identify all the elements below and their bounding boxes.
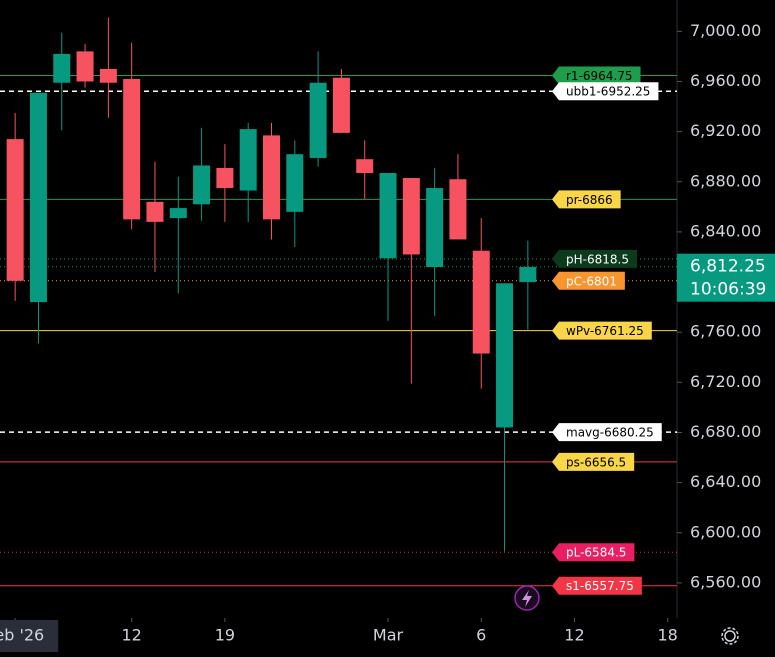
alert-icon[interactable] [514,585,540,611]
y-tick-label: 6,560.00 [690,572,761,591]
y-tick-label: 6,840.00 [690,221,761,240]
x-tick-label: 12 [121,626,141,645]
level-tag: pL-6584.5 [552,543,635,562]
candle-body [286,154,304,212]
level-tag-bg [552,423,662,442]
candle-body [449,179,467,240]
level-tag-bg [552,452,635,471]
y-tick-label: 6,600.00 [690,522,761,541]
level-tag-label: pr-6866 [566,193,613,207]
level-tag-bg [552,543,635,562]
level-tag: ps-6656.5 [552,452,635,471]
level-tag-label: wPv-6761.25 [566,324,644,338]
candle-body [356,159,374,173]
level-tag-label: pC-6801 [566,274,617,288]
plot [0,17,677,587]
candle-body [53,53,71,83]
candle-body [379,172,397,259]
x-tick-label: 12 [564,626,584,645]
level-tag-bg [552,249,637,268]
y-tick-label: 6,880.00 [690,171,761,190]
candle-body [239,129,257,191]
candle-body [216,167,234,189]
level-tag-label: pH-6818.5 [566,252,629,266]
y-tick-label: 6,680.00 [690,422,761,441]
level-tag-bg [552,66,641,85]
candle-body [76,51,94,82]
level-tag-label: r1-6964.75 [566,69,633,83]
y-tick-label: 6,960.00 [690,71,761,90]
candle-body [262,135,280,220]
level-tag-bg [552,576,642,595]
last-price-box [677,253,775,302]
level-tag: r1-6964.75 [552,66,641,85]
level-tag: pr-6866 [552,190,621,209]
level-tag-label: mavg-6680.25 [566,426,654,440]
level-tag-bg [552,271,625,290]
level-tag: pH-6818.5 [552,249,637,268]
y-tick-label: 7,000.00 [690,21,761,40]
level-tag-bg [552,321,652,340]
level-tag-bg [552,190,621,209]
y-tick-label: 6,640.00 [690,472,761,491]
countdown-label: 10:06:39 [690,280,766,300]
level-tag-label: ubb1-6952.25 [566,85,650,99]
level-tag: wPv-6761.25 [552,321,652,340]
candle-body [193,165,211,205]
level-tag-bg [552,82,659,101]
level-tag-label: ps-6656.5 [566,455,626,469]
gear[interactable] [724,630,736,642]
last-price-label: 6,812.25 [690,257,766,277]
candle-body [519,267,537,283]
candle-body [309,82,327,158]
candle-body [402,178,420,255]
level-tag: ubb1-6952.25 [552,82,659,101]
x-tick-label: Mar [373,626,404,645]
x-tick-label: 6 [476,626,486,645]
x-tick-label: 18 [657,626,677,645]
level-tag: s1-6557.75 [552,576,642,595]
level-tag: pC-6801 [552,271,625,290]
candle-body [169,208,187,219]
y-tick-label: 6,760.00 [690,322,761,341]
level-tag: mavg-6680.25 [552,423,662,442]
y-tick-label: 6,920.00 [690,121,761,140]
candle-body [332,77,350,133]
gear-teeth[interactable] [721,627,739,645]
alert-bolt[interactable] [522,590,532,607]
x-tick-highlight [0,620,59,652]
candle-body [146,201,164,222]
candle-body [426,188,444,268]
candle-body [472,250,490,354]
settings-icon[interactable] [721,627,739,645]
candle-body [123,78,141,220]
candle-body [496,283,514,428]
candle-body [6,139,24,281]
candle-body [99,68,117,83]
level-tag-label: pL-6584.5 [566,546,626,560]
x-tick-label: Feb '26 [0,626,44,645]
x-tick-label: 19 [215,626,235,645]
level-tag-label: s1-6557.75 [566,579,634,593]
y-tick-label: 6,720.00 [690,372,761,391]
candle-body [29,92,47,303]
